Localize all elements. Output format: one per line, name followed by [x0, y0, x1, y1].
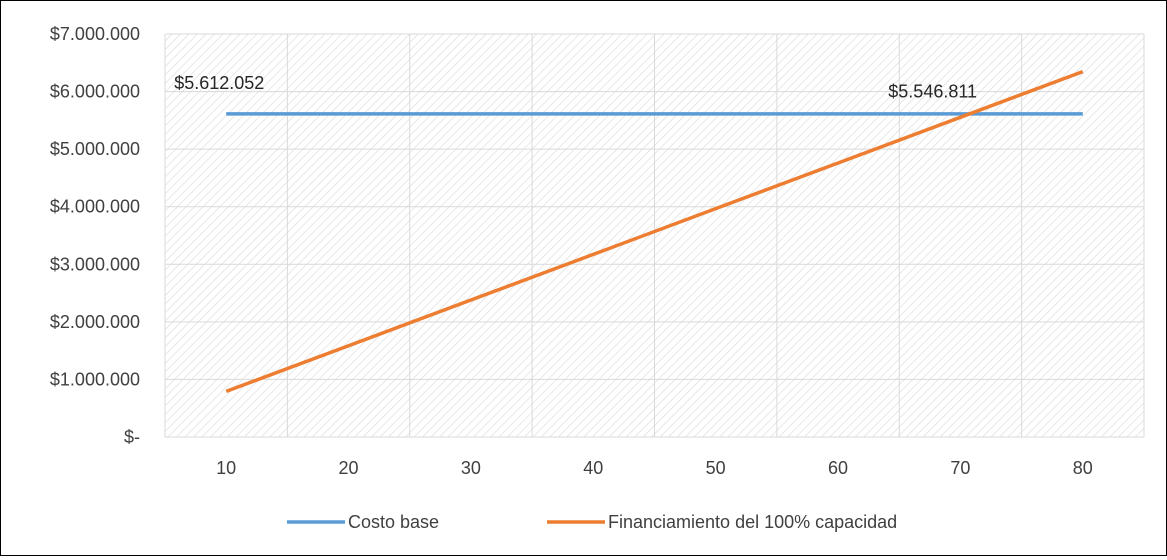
x-axis-ticks: 10 20 30 40 50 60 70 80	[216, 458, 1093, 478]
x-tick-label: 70	[950, 458, 970, 478]
y-tick-label: $3.000.000	[50, 254, 140, 274]
legend: Costo base Financiamiento del 100% capaci…	[287, 512, 897, 532]
x-tick-label: 20	[339, 458, 359, 478]
x-tick-label: 30	[461, 458, 481, 478]
x-tick-label: 40	[583, 458, 603, 478]
y-tick-label: $4.000.000	[50, 197, 140, 217]
x-tick-label: 50	[706, 458, 726, 478]
y-tick-label: $-	[124, 427, 140, 447]
legend-label: Financiamiento del 100% capacidad	[608, 512, 897, 532]
y-tick-label: $7.000.000	[50, 24, 140, 44]
y-tick-label: $6.000.000	[50, 82, 140, 102]
y-tick-label: $5.000.000	[50, 139, 140, 159]
x-tick-label: 10	[216, 458, 236, 478]
data-label: $5.612.052	[174, 73, 264, 93]
legend-label: Costo base	[348, 512, 439, 532]
x-tick-label: 80	[1073, 458, 1093, 478]
x-tick-label: 60	[828, 458, 848, 478]
y-tick-label: $1.000.000	[50, 369, 140, 389]
y-axis-ticks: $- $1.000.000 $2.000.000 $3.000.000 $4.000.0…	[50, 24, 140, 447]
data-label: $5.546.811	[888, 82, 977, 102]
y-tick-label: $2.000.000	[50, 312, 140, 332]
